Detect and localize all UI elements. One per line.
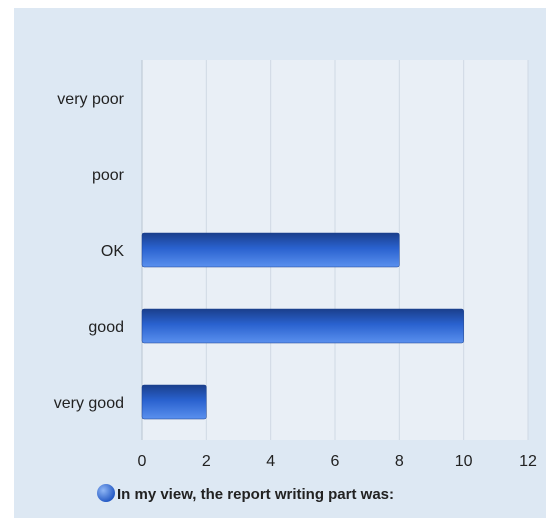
x-tick-label: 2: [202, 453, 211, 470]
category-labels: very poor poor OK good very good: [54, 91, 125, 412]
category-label: very poor: [57, 91, 124, 108]
legend-marker: [97, 484, 115, 502]
x-tick-label: 4: [266, 453, 275, 470]
category-label: OK: [101, 243, 124, 260]
x-tick-label: 12: [519, 453, 537, 470]
legend: In my view, the report writing part was:: [97, 484, 394, 503]
category-label: good: [88, 319, 124, 336]
bar-good: [141, 308, 464, 344]
category-label: very good: [54, 395, 124, 412]
x-tick-labels: 0 2 4 6 8 10 12: [138, 453, 537, 470]
bar-ok: [141, 232, 400, 268]
bars: [141, 232, 464, 420]
legend-label: In my view, the report writing part was:: [117, 486, 394, 503]
category-label: poor: [92, 167, 125, 184]
x-tick-label: 10: [455, 453, 473, 470]
x-tick-label: 0: [138, 453, 147, 470]
x-tick-label: 6: [331, 453, 340, 470]
x-tick-label: 8: [395, 453, 404, 470]
bar-very-good: [141, 384, 207, 420]
